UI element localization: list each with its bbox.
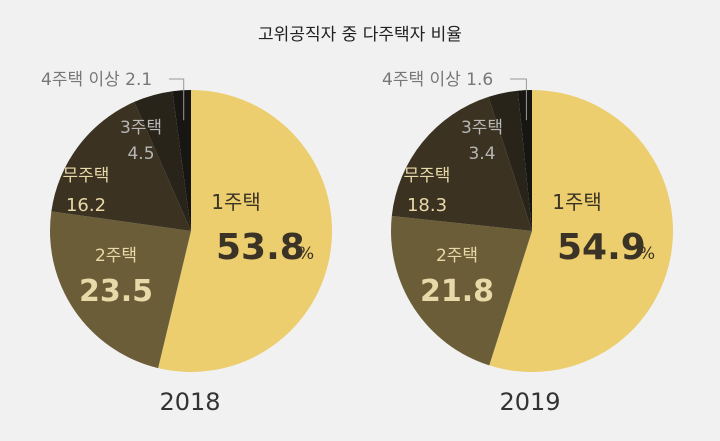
slice-value-2018-1: 23.5 [79,274,153,309]
slice-value-2018-3: 4.5 [127,144,154,164]
pie-slice-2019-3 [488,90,532,232]
slice-label-2019-3: 3주택 [461,118,503,138]
slice-label-2019-4: 4주택 이상 1.6 [382,70,493,90]
pie-slice-2018-4 [172,90,191,231]
slice-label-2019-2: 무주택 [404,166,451,186]
slice-label-2019-1: 2주택 [436,246,478,266]
pie-slice-2018-2 [51,101,192,232]
slice-value-2019-3: 3.4 [468,144,495,164]
year-label-2019: 2019 [499,388,561,416]
pie-slice-2019-1 [390,215,532,366]
slice-value-2019-0: 54.9 [557,227,646,268]
slice-value-2019-1: 21.8 [420,274,494,309]
slice-label-2019-0: 1주택 [552,190,602,214]
pie-slice-2019-4 [517,90,532,231]
percent-sign-2018: % [298,244,314,264]
chart-title: 고위공직자 중 다주택자 비율 [258,25,462,45]
slice-label-2018-0: 1주택 [211,190,261,214]
slice-value-2018-2: 16.2 [66,195,106,216]
slice-label-2018-1: 2주택 [95,246,137,266]
leader-line-2019 [510,78,527,121]
slice-label-2018-2: 무주택 [63,166,110,186]
pie-slice-2019-0 [489,90,673,372]
percent-sign-2019: % [639,244,655,264]
slice-label-2018-4: 4주택 이상 2.1 [41,70,152,90]
slice-label-2018-3: 3주택 [120,118,162,138]
pie-slice-2018-1 [49,211,192,369]
leader-line-2018 [169,78,185,121]
pie-slice-2018-0 [158,90,333,372]
year-label-2018: 2018 [159,388,221,416]
pie-slice-2019-2 [391,96,532,232]
slice-value-2018-0: 53.8 [216,227,305,268]
pie-slice-2018-3 [134,91,191,231]
slice-value-2019-2: 18.3 [407,195,447,216]
